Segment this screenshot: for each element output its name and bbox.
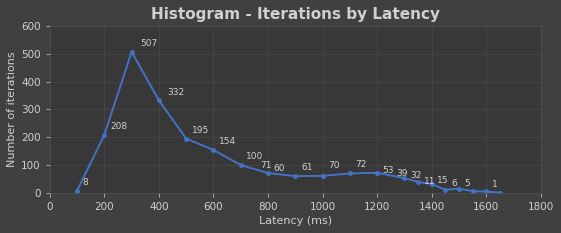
Text: 70: 70 — [328, 161, 340, 170]
Text: 60: 60 — [274, 164, 285, 173]
Y-axis label: Number of iterations: Number of iterations — [7, 51, 17, 167]
Text: 39: 39 — [397, 169, 408, 178]
Text: 507: 507 — [140, 39, 157, 48]
Text: 11: 11 — [424, 177, 435, 186]
Text: 15: 15 — [438, 176, 449, 185]
Text: 5: 5 — [465, 179, 470, 188]
Text: 332: 332 — [167, 88, 185, 97]
Text: 195: 195 — [192, 126, 209, 135]
X-axis label: Latency (ms): Latency (ms) — [259, 216, 332, 226]
Text: 100: 100 — [246, 152, 264, 161]
Text: 61: 61 — [301, 163, 312, 172]
Text: 6: 6 — [451, 179, 457, 188]
Text: 154: 154 — [219, 137, 236, 147]
Text: 8: 8 — [82, 178, 88, 187]
Text: 32: 32 — [410, 171, 421, 180]
Title: Histogram - Iterations by Latency: Histogram - Iterations by Latency — [151, 7, 440, 22]
Text: 208: 208 — [110, 122, 127, 131]
Text: 53: 53 — [383, 166, 394, 175]
Text: 71: 71 — [260, 161, 272, 170]
Text: 72: 72 — [356, 160, 367, 169]
Text: 1: 1 — [492, 180, 498, 189]
